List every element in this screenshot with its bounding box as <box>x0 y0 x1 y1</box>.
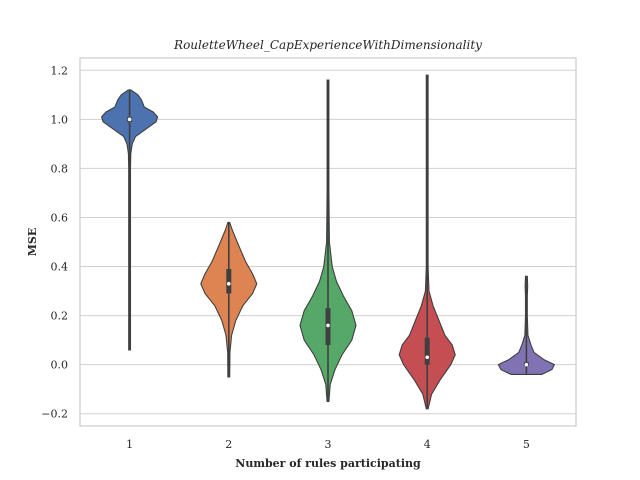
median-point <box>326 323 330 328</box>
median-point <box>127 117 132 122</box>
x-tick-label: 5 <box>523 438 530 451</box>
y-tick-label: 0.4 <box>51 261 69 274</box>
y-tick-label: −0.2 <box>41 408 68 421</box>
x-axis-label: Number of rules participating <box>235 457 421 470</box>
median-point <box>524 362 529 367</box>
median-point <box>425 355 430 360</box>
iqr-box <box>424 337 430 365</box>
violins <box>100 74 556 410</box>
y-tick-label: 0.0 <box>51 359 69 372</box>
x-tick-labels: 1 2 3 4 5 <box>126 438 530 451</box>
x-tick-label: 3 <box>325 438 332 451</box>
x-tick-label: 4 <box>424 438 431 451</box>
y-axis-label: MSE <box>26 228 39 257</box>
violin-1 <box>100 89 159 351</box>
plot-frame <box>79 57 577 427</box>
y-tick-label: 0.2 <box>51 310 69 323</box>
iqr-box <box>226 268 232 294</box>
violin-2 <box>200 221 258 378</box>
chart-title: RouletteWheel_CapExperienceWithDimension… <box>173 38 482 52</box>
y-tick-label: 1.0 <box>51 113 69 126</box>
median-point <box>227 281 231 286</box>
y-tick-labels: −0.2 0.0 0.2 0.4 0.6 0.8 1.0 1.2 <box>41 64 68 420</box>
violin-3 <box>299 79 357 403</box>
y-tick-label: 0.6 <box>51 211 69 224</box>
y-tick-label: 1.2 <box>51 64 69 77</box>
violin-4 <box>398 74 456 410</box>
violin-5 <box>497 275 556 376</box>
x-tick-label: 2 <box>225 438 232 451</box>
x-tick-label: 1 <box>126 438 133 451</box>
y-tick-label: 0.8 <box>51 162 69 175</box>
